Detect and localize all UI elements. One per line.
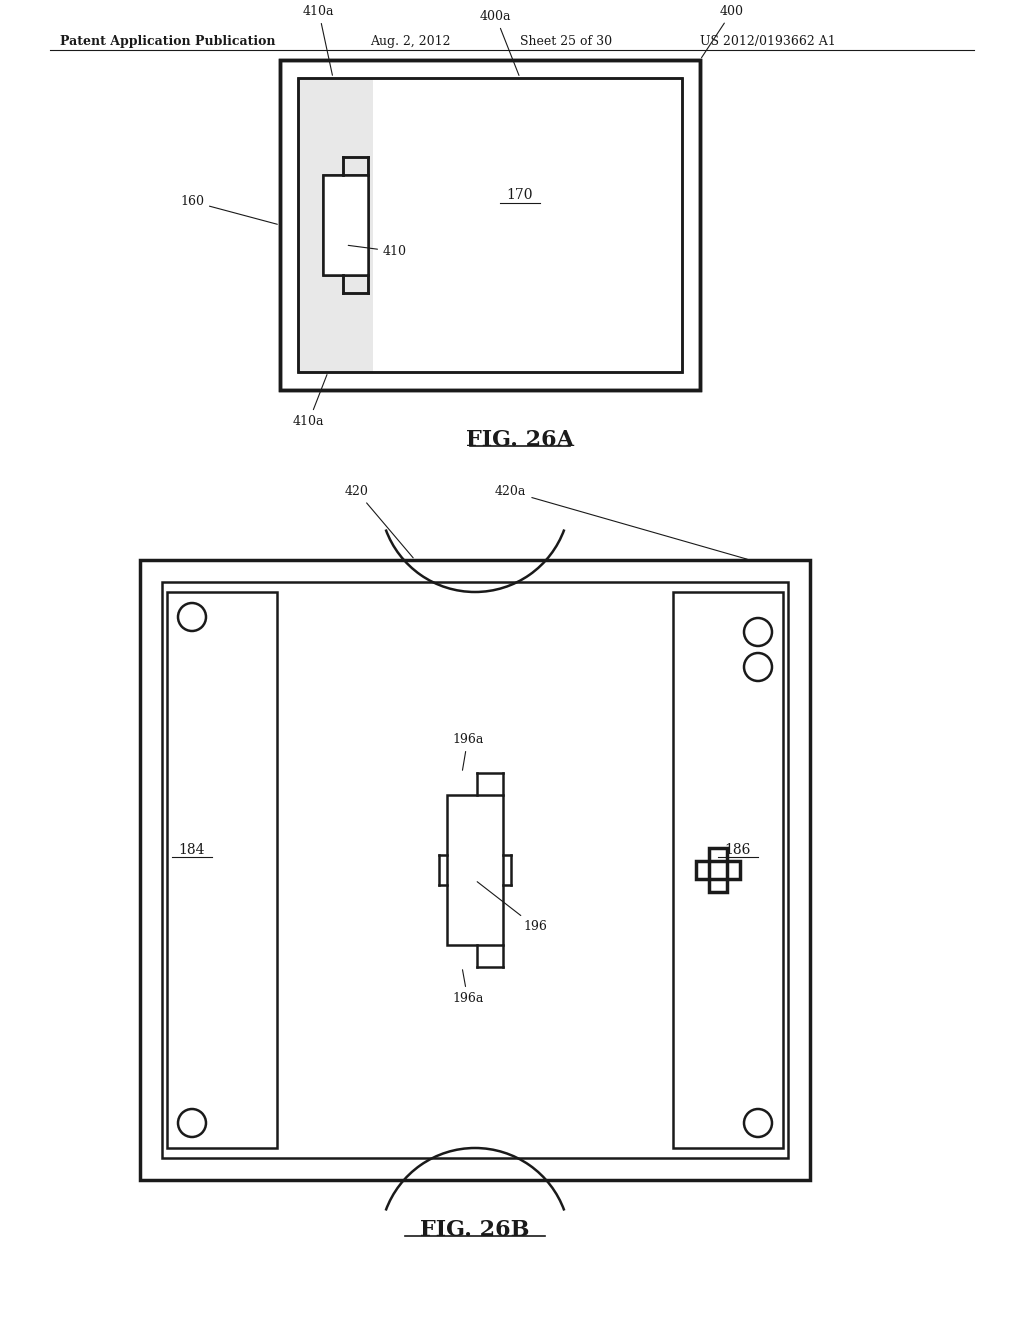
Text: 184: 184 <box>179 843 205 857</box>
Text: Aug. 2, 2012: Aug. 2, 2012 <box>370 36 451 48</box>
Bar <box>323 176 368 275</box>
Text: 420a: 420a <box>495 484 748 560</box>
Bar <box>696 861 740 879</box>
Bar <box>298 78 682 372</box>
Bar <box>162 582 788 1158</box>
Bar <box>673 591 783 1148</box>
Text: Sheet 25 of 30: Sheet 25 of 30 <box>520 36 612 48</box>
Text: 160: 160 <box>180 195 278 224</box>
Text: 186: 186 <box>725 843 752 857</box>
Text: Patent Application Publication: Patent Application Publication <box>60 36 275 48</box>
Text: 196: 196 <box>477 882 547 933</box>
Text: 196a: 196a <box>452 970 483 1005</box>
Text: 410: 410 <box>348 246 407 257</box>
Text: 170: 170 <box>507 187 534 202</box>
Bar <box>280 59 700 389</box>
Bar <box>280 59 700 389</box>
Text: 196a: 196a <box>452 733 483 771</box>
Bar <box>298 78 373 372</box>
Bar <box>167 591 278 1148</box>
Bar <box>709 847 727 892</box>
Text: FIG. 26B: FIG. 26B <box>420 1218 529 1241</box>
Bar <box>323 176 368 275</box>
Text: 400: 400 <box>701 5 744 58</box>
Bar <box>447 795 503 945</box>
Text: 400a: 400a <box>480 11 519 75</box>
Bar <box>298 78 682 372</box>
Text: US 2012/0193662 A1: US 2012/0193662 A1 <box>700 36 836 48</box>
Text: 420: 420 <box>345 484 414 558</box>
Text: 410a: 410a <box>293 375 327 428</box>
Text: FIG. 26A: FIG. 26A <box>466 429 574 451</box>
Text: 410a: 410a <box>303 5 335 75</box>
Bar <box>140 560 810 1180</box>
